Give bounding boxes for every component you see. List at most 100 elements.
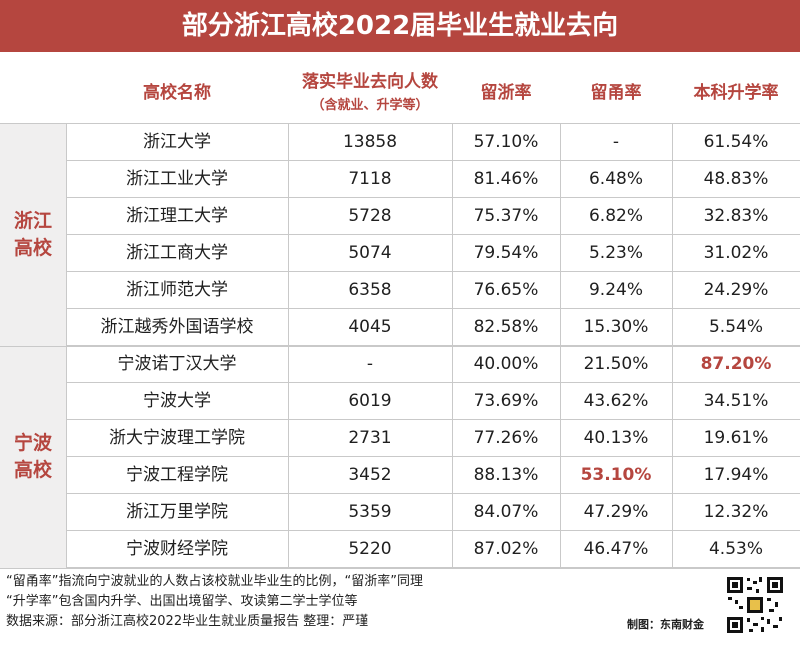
cell-up: 87.20%: [700, 354, 772, 374]
table-row: 浙江理工大学 5728 75.37% 6.82% 32.83%: [66, 198, 800, 235]
cell-zhe: 82.58%: [473, 317, 539, 337]
cell-name: 浙江师范大学: [126, 280, 228, 300]
header-zhe-rate: 留浙率: [452, 64, 560, 116]
cell-up: 12.32%: [703, 502, 769, 522]
header-upgrade-rate: 本科升学率: [672, 64, 800, 116]
cell-count: 5728: [348, 206, 392, 226]
row-divider: [66, 456, 800, 457]
row-divider: [66, 419, 800, 420]
cell-up: 61.54%: [703, 132, 769, 152]
cell-name: 浙江工业大学: [126, 169, 228, 189]
cell-yong: 9.24%: [588, 280, 643, 300]
footnote-source: 数据来源：部分浙江高校2022毕业生就业质量报告 整理：严瑾: [6, 614, 369, 629]
table-row: 浙江师范大学 6358 76.65% 9.24% 24.29%: [66, 272, 800, 309]
table-row: 宁波大学 6019 73.69% 43.62% 34.51%: [66, 383, 800, 420]
header-divider: [0, 123, 800, 124]
row-divider: [66, 308, 800, 309]
cell-zhe: 81.46%: [473, 169, 539, 189]
cell-count: -: [366, 354, 374, 374]
group-divider: [0, 346, 800, 347]
table-row: 浙江越秀外国语学校 4045 82.58% 15.30% 5.54%: [66, 309, 800, 346]
cell-count: 6019: [348, 391, 392, 411]
cell-yong: 47.29%: [583, 502, 649, 522]
cell-yong: 15.30%: [583, 317, 649, 337]
cell-count: 4045: [348, 317, 392, 337]
header-school-name: 高校名称: [66, 64, 288, 116]
cell-count: 3452: [348, 465, 392, 485]
qr-code: [725, 575, 785, 635]
table-row: 浙江万里学院 5359 84.07% 47.29% 12.32%: [66, 494, 800, 531]
table-row: 浙江大学 13858 57.10% - 61.54%: [66, 124, 800, 161]
cell-up: 48.83%: [703, 169, 769, 189]
cell-zhe: 87.02%: [473, 539, 539, 559]
header-placed-count-sub: （含就业、升学等）: [311, 98, 429, 113]
group-label-zhejiang-line1: 浙江: [13, 210, 52, 232]
cell-yong: 43.62%: [583, 391, 649, 411]
cell-count: 5220: [348, 539, 392, 559]
cell-name: 浙大宁波理工学院: [109, 428, 245, 448]
header-placed-count: 落实毕业去向人数 （含就业、升学等）: [288, 64, 452, 116]
group-label-ningbo-line1: 宁波: [13, 432, 52, 454]
cell-zhe: 84.07%: [473, 502, 539, 522]
cell-yong: 53.10%: [580, 465, 652, 485]
header-zhe-rate-label: 留浙率: [480, 82, 532, 103]
cell-name: 宁波财经学院: [126, 539, 228, 559]
group-label-zhejiang: 浙江 高校: [0, 124, 66, 346]
cell-yong: 21.50%: [583, 354, 649, 374]
cell-yong: -: [612, 132, 620, 152]
cell-up: 34.51%: [703, 391, 769, 411]
cell-count: 6358: [348, 280, 392, 300]
cell-yong: 6.82%: [588, 206, 643, 226]
cell-zhe: 88.13%: [473, 465, 539, 485]
cell-zhe: 73.69%: [473, 391, 539, 411]
footnote-yong-rate: “留甬率”指流向宁波就业的人数占该校就业毕业生的比例，“留浙率”同理: [6, 574, 423, 589]
cell-up: 32.83%: [703, 206, 769, 226]
row-divider: [66, 345, 800, 346]
cell-name: 宁波诺丁汉大学: [117, 354, 237, 374]
cell-name: 宁波大学: [143, 391, 211, 411]
table-row: 浙江工业大学 7118 81.46% 6.48% 48.83%: [66, 161, 800, 198]
credit-label: 制图：东南财金: [627, 618, 704, 631]
table-row: 宁波工程学院 3452 88.13% 53.10% 17.94%: [66, 457, 800, 494]
row-divider: [66, 271, 800, 272]
cell-name: 浙江大学: [143, 132, 211, 152]
group-label-zhejiang-line2: 高校: [13, 237, 52, 259]
table-row: 浙大宁波理工学院 2731 77.26% 40.13% 19.61%: [66, 420, 800, 457]
cell-up: 17.94%: [703, 465, 769, 485]
cell-up: 4.53%: [708, 539, 763, 559]
row-divider: [66, 197, 800, 198]
cell-name: 宁波工程学院: [126, 465, 228, 485]
cell-zhe: 79.54%: [473, 243, 539, 263]
cell-name: 浙江工商大学: [126, 243, 228, 263]
row-divider: [66, 234, 800, 235]
group-label-ningbo-line2: 高校: [13, 459, 52, 481]
header-yong-rate-label: 留甬率: [590, 82, 642, 103]
cell-zhe: 57.10%: [473, 132, 539, 152]
cell-yong: 46.47%: [583, 539, 649, 559]
table-bottom-border: [0, 568, 800, 569]
row-divider: [66, 530, 800, 531]
chart-title: 部分浙江高校2022届毕业生就业去向: [0, 0, 800, 52]
cell-yong: 6.48%: [588, 169, 643, 189]
cell-count: 7118: [348, 169, 392, 189]
cell-yong: 5.23%: [588, 243, 643, 263]
row-divider: [66, 493, 800, 494]
row-divider: [66, 160, 800, 161]
cell-up: 19.61%: [703, 428, 769, 448]
group-label-ningbo: 宁波 高校: [0, 346, 66, 568]
header-upgrade-rate-label: 本科升学率: [693, 82, 779, 103]
cell-yong: 40.13%: [583, 428, 649, 448]
cell-zhe: 76.65%: [473, 280, 539, 300]
cell-up: 31.02%: [703, 243, 769, 263]
header-placed-count-label: 落实毕业去向人数: [302, 72, 438, 92]
table-row: 宁波诺丁汉大学 - 40.00% 21.50% 87.20%: [66, 346, 800, 383]
cell-zhe: 75.37%: [473, 206, 539, 226]
cell-count: 13858: [342, 132, 398, 152]
cell-count: 2731: [348, 428, 392, 448]
footnotes: “留甬率”指流向宁波就业的人数占该校就业毕业生的比例，“留浙率”同理 “升学率”…: [6, 572, 423, 632]
cell-up: 5.54%: [708, 317, 763, 337]
cell-up: 24.29%: [703, 280, 769, 300]
cell-count: 5074: [348, 243, 392, 263]
cell-name: 浙江理工大学: [126, 206, 228, 226]
cell-name: 浙江越秀外国语学校: [100, 317, 254, 337]
